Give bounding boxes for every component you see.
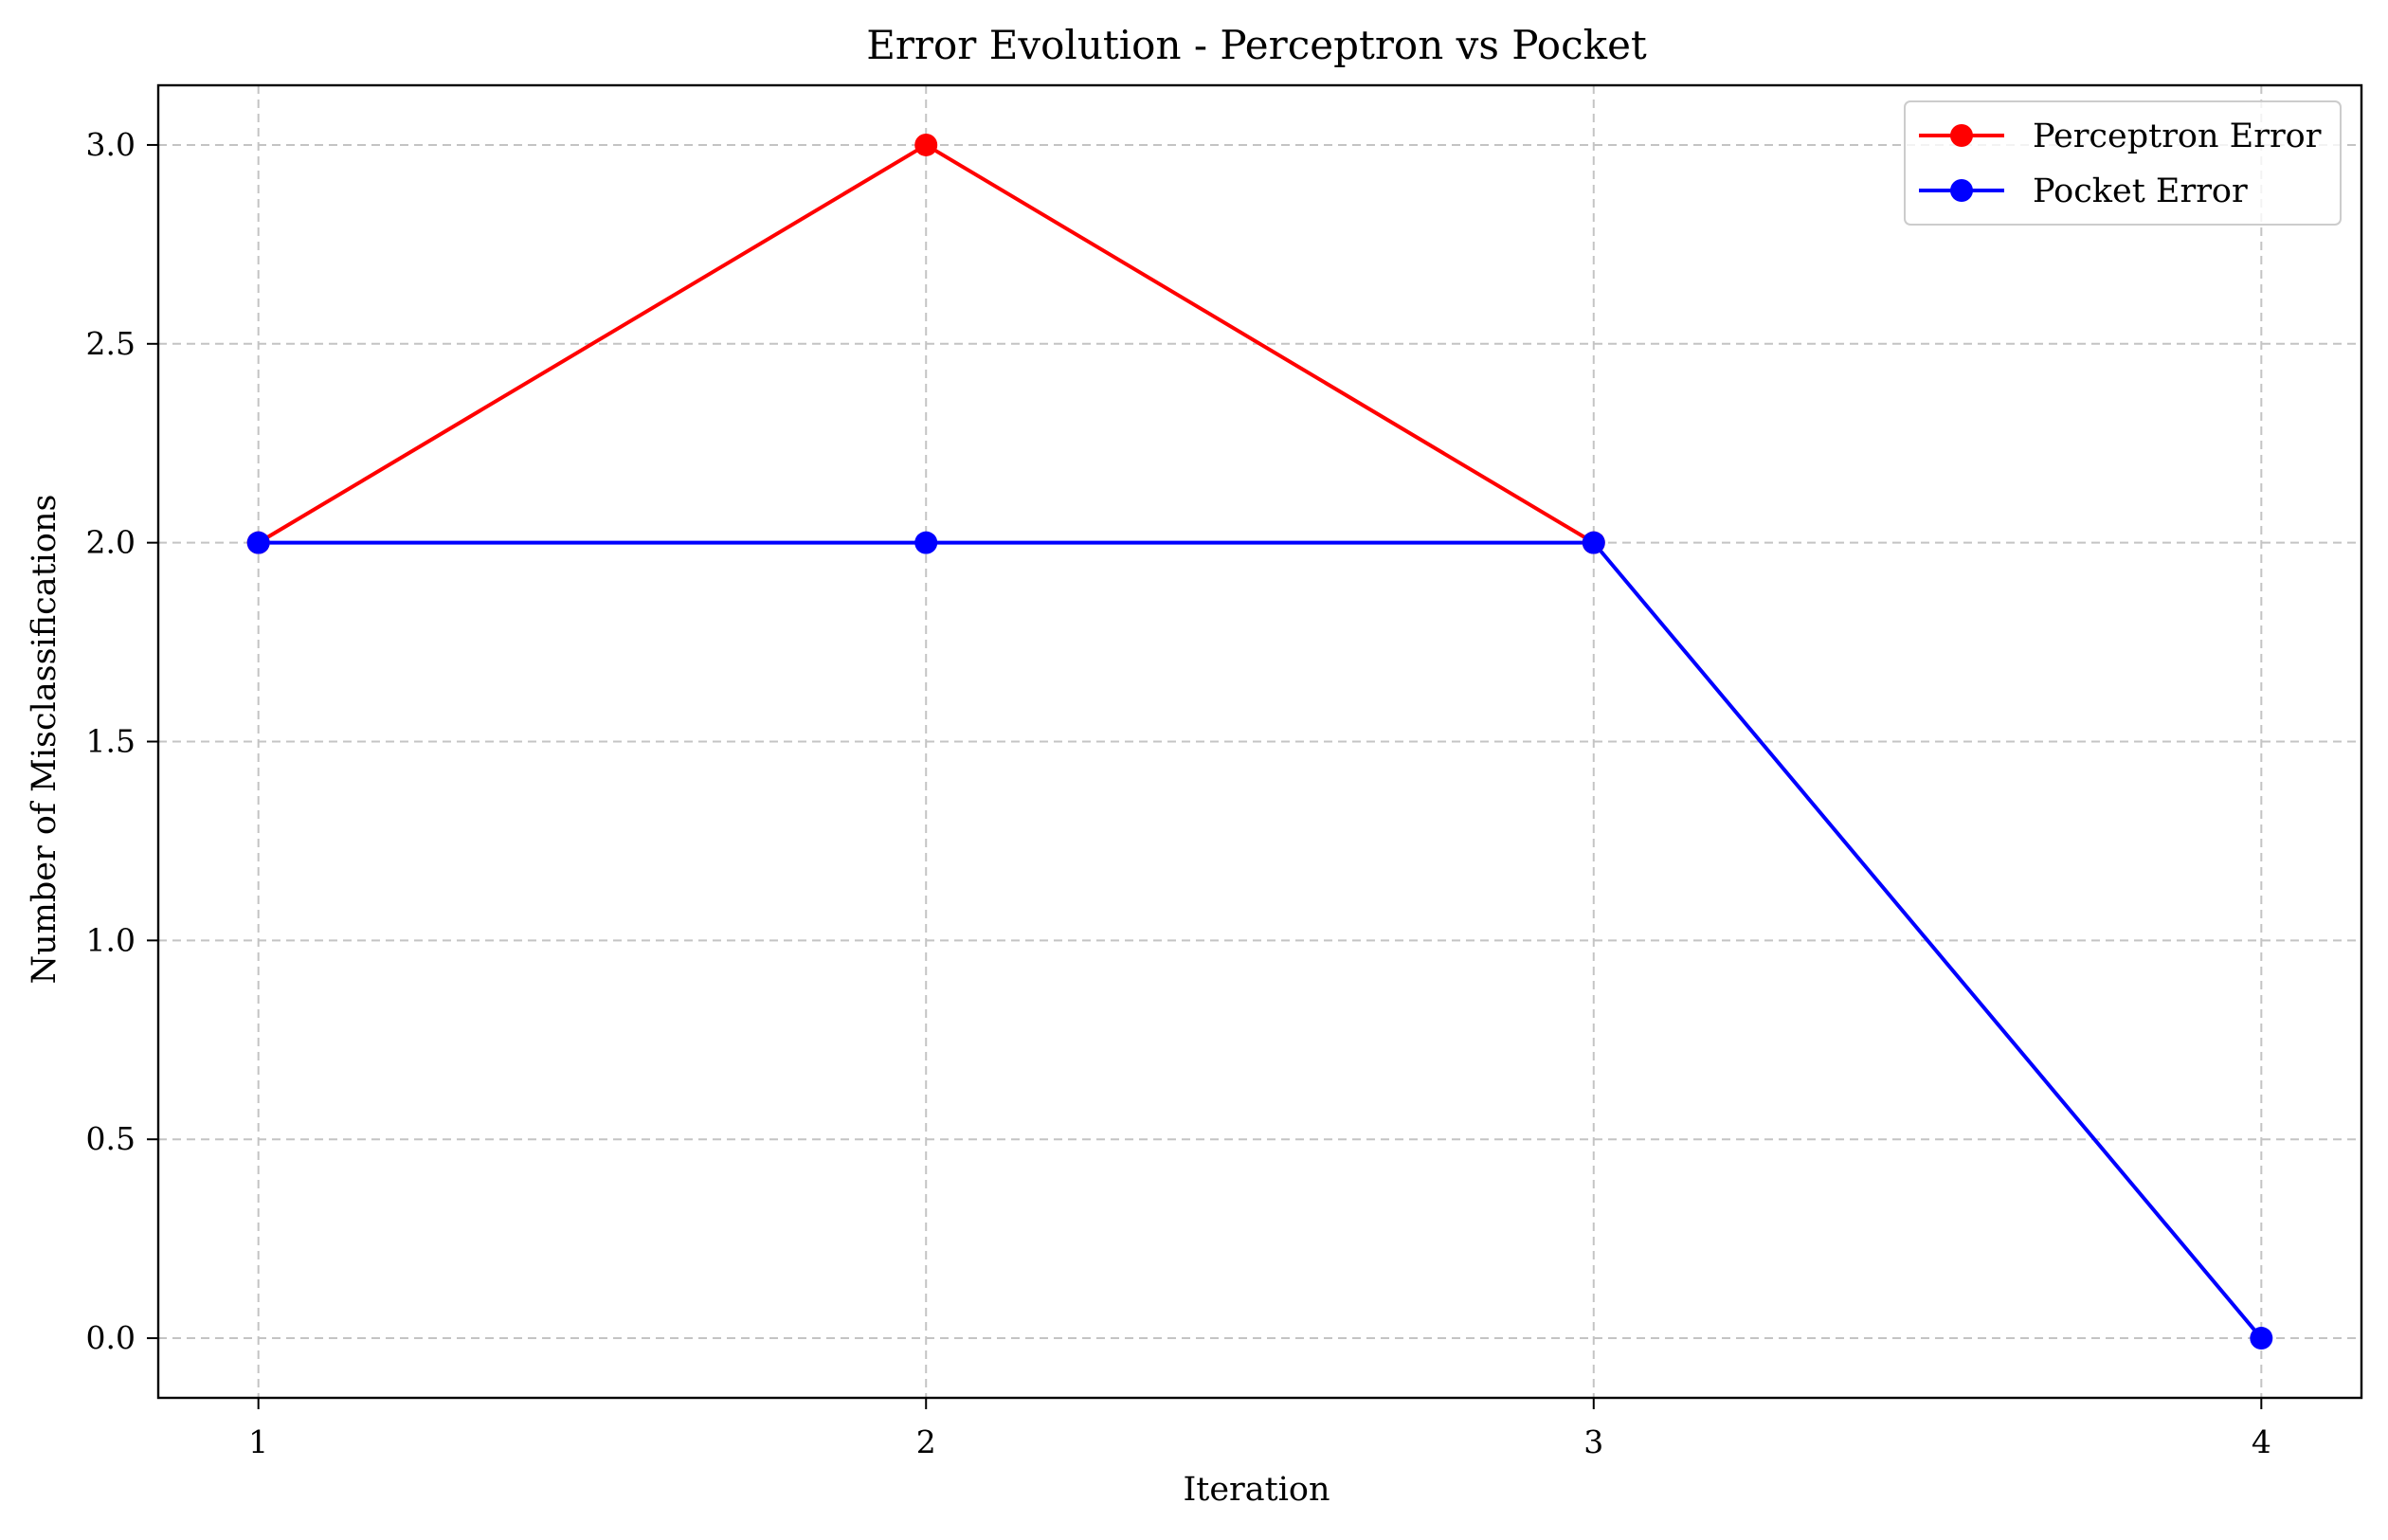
pocket-error-point — [246, 531, 270, 554]
x-tick-label: 2 — [916, 1423, 936, 1460]
y-tick-label: 1.0 — [86, 921, 136, 958]
pocket-error-point — [914, 531, 938, 554]
chart-title: Error Evolution - Perceptron vs Pocket — [866, 22, 1647, 68]
legend-pocket-error-marker — [1950, 179, 1973, 202]
perceptron-error-point — [914, 133, 938, 156]
series-markers — [246, 133, 2273, 1350]
y-tick-label: 2.5 — [86, 325, 136, 362]
legend-perceptron-error-marker — [1950, 124, 1973, 147]
x-tick-label: 4 — [2252, 1423, 2271, 1460]
pocket-error-point — [2250, 1327, 2273, 1350]
legend-pocket-error-label: Pocket Error — [2033, 172, 2248, 210]
legend-entries: Perceptron Error Pocket Error — [1919, 118, 2322, 210]
y-tick-label: 2.0 — [86, 524, 136, 561]
y-tick-label: 1.5 — [86, 723, 136, 760]
pocket-error-point — [1582, 531, 1605, 554]
legend-perceptron-error-label: Perceptron Error — [2033, 118, 2322, 155]
x-tick-label: 3 — [1583, 1423, 1603, 1460]
y-axis-title: Number of Misclassifications — [26, 495, 63, 985]
x-tick-label: 1 — [248, 1423, 268, 1460]
y-tick-label: 0.0 — [86, 1319, 136, 1356]
y-tick-label: 0.5 — [86, 1120, 136, 1157]
legend: Perceptron Error Pocket Error — [1904, 100, 2342, 226]
legend-box — [1904, 100, 2342, 226]
x-axis-title: Iteration — [1183, 1471, 1330, 1509]
pocket-error-line — [258, 540, 2263, 1340]
axis-ticks: 1 2 3 4 0.0 0.5 1.0 1.5 2.0 2.5 3.0 — [86, 126, 2271, 1460]
y-tick-label: 3.0 — [86, 126, 136, 163]
